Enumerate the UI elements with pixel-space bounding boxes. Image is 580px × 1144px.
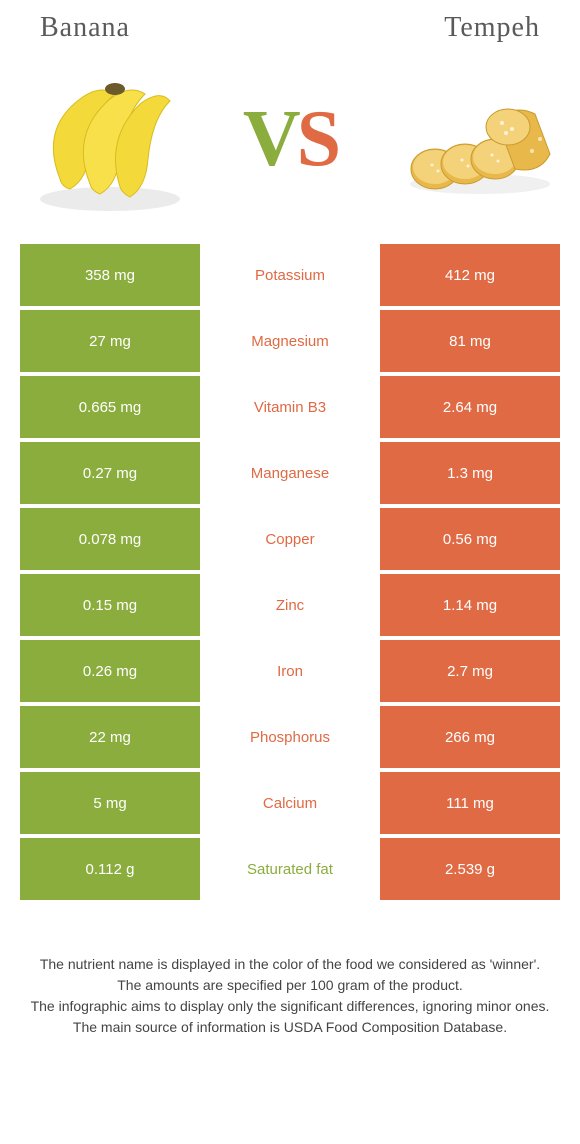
right-value-cell: 2.539 g	[380, 838, 560, 900]
table-row: 22 mgPhosphorus266 mg	[20, 706, 560, 768]
footnotes: The nutrient name is displayed in the co…	[0, 904, 580, 1038]
nutrient-label-cell: Vitamin B3	[200, 376, 380, 438]
nutrient-label-cell: Phosphorus	[200, 706, 380, 768]
footnote-line: The nutrient name is displayed in the co…	[30, 954, 550, 975]
nutrient-label-cell: Potassium	[200, 244, 380, 306]
right-value-cell: 1.3 mg	[380, 442, 560, 504]
comparison-table: 358 mgPotassium412 mg27 mgMagnesium81 mg…	[20, 244, 560, 900]
left-value-cell: 0.112 g	[20, 838, 200, 900]
left-value-cell: 0.15 mg	[20, 574, 200, 636]
vs-label: VS	[243, 99, 337, 179]
right-value-cell: 266 mg	[380, 706, 560, 768]
left-value-cell: 22 mg	[20, 706, 200, 768]
table-row: 0.078 mgCopper0.56 mg	[20, 508, 560, 570]
right-value-cell: 2.64 mg	[380, 376, 560, 438]
right-value-cell: 111 mg	[380, 772, 560, 834]
table-row: 0.27 mgManganese1.3 mg	[20, 442, 560, 504]
tempeh-image	[380, 59, 560, 219]
left-value-cell: 5 mg	[20, 772, 200, 834]
right-value-cell: 0.56 mg	[380, 508, 560, 570]
footnote-line: The main source of information is USDA F…	[30, 1017, 550, 1038]
nutrient-label-cell: Calcium	[200, 772, 380, 834]
banana-image	[20, 59, 200, 219]
nutrient-label-cell: Copper	[200, 508, 380, 570]
right-value-cell: 412 mg	[380, 244, 560, 306]
table-row: 358 mgPotassium412 mg	[20, 244, 560, 306]
header: Banana Tempeh	[0, 0, 580, 44]
left-value-cell: 0.665 mg	[20, 376, 200, 438]
left-value-cell: 0.26 mg	[20, 640, 200, 702]
left-value-cell: 0.078 mg	[20, 508, 200, 570]
left-value-cell: 27 mg	[20, 310, 200, 372]
vs-s: S	[297, 99, 338, 179]
left-food-title: Banana	[40, 12, 130, 44]
table-row: 0.665 mgVitamin B32.64 mg	[20, 376, 560, 438]
footnote-line: The amounts are specified per 100 gram o…	[30, 975, 550, 996]
left-value-cell: 0.27 mg	[20, 442, 200, 504]
right-value-cell: 81 mg	[380, 310, 560, 372]
nutrient-label-cell: Manganese	[200, 442, 380, 504]
right-value-cell: 1.14 mg	[380, 574, 560, 636]
footnote-line: The infographic aims to display only the…	[30, 996, 550, 1017]
right-value-cell: 2.7 mg	[380, 640, 560, 702]
images-row: VS	[0, 44, 580, 244]
left-value-cell: 358 mg	[20, 244, 200, 306]
table-row: 27 mgMagnesium81 mg	[20, 310, 560, 372]
nutrient-label-cell: Zinc	[200, 574, 380, 636]
nutrient-label-cell: Iron	[200, 640, 380, 702]
table-row: 5 mgCalcium111 mg	[20, 772, 560, 834]
nutrient-label-cell: Saturated fat	[200, 838, 380, 900]
nutrient-label-cell: Magnesium	[200, 310, 380, 372]
right-food-title: Tempeh	[444, 12, 540, 44]
table-row: 0.26 mgIron2.7 mg	[20, 640, 560, 702]
vs-v: V	[243, 99, 297, 179]
table-row: 0.15 mgZinc1.14 mg	[20, 574, 560, 636]
table-row: 0.112 gSaturated fat2.539 g	[20, 838, 560, 900]
